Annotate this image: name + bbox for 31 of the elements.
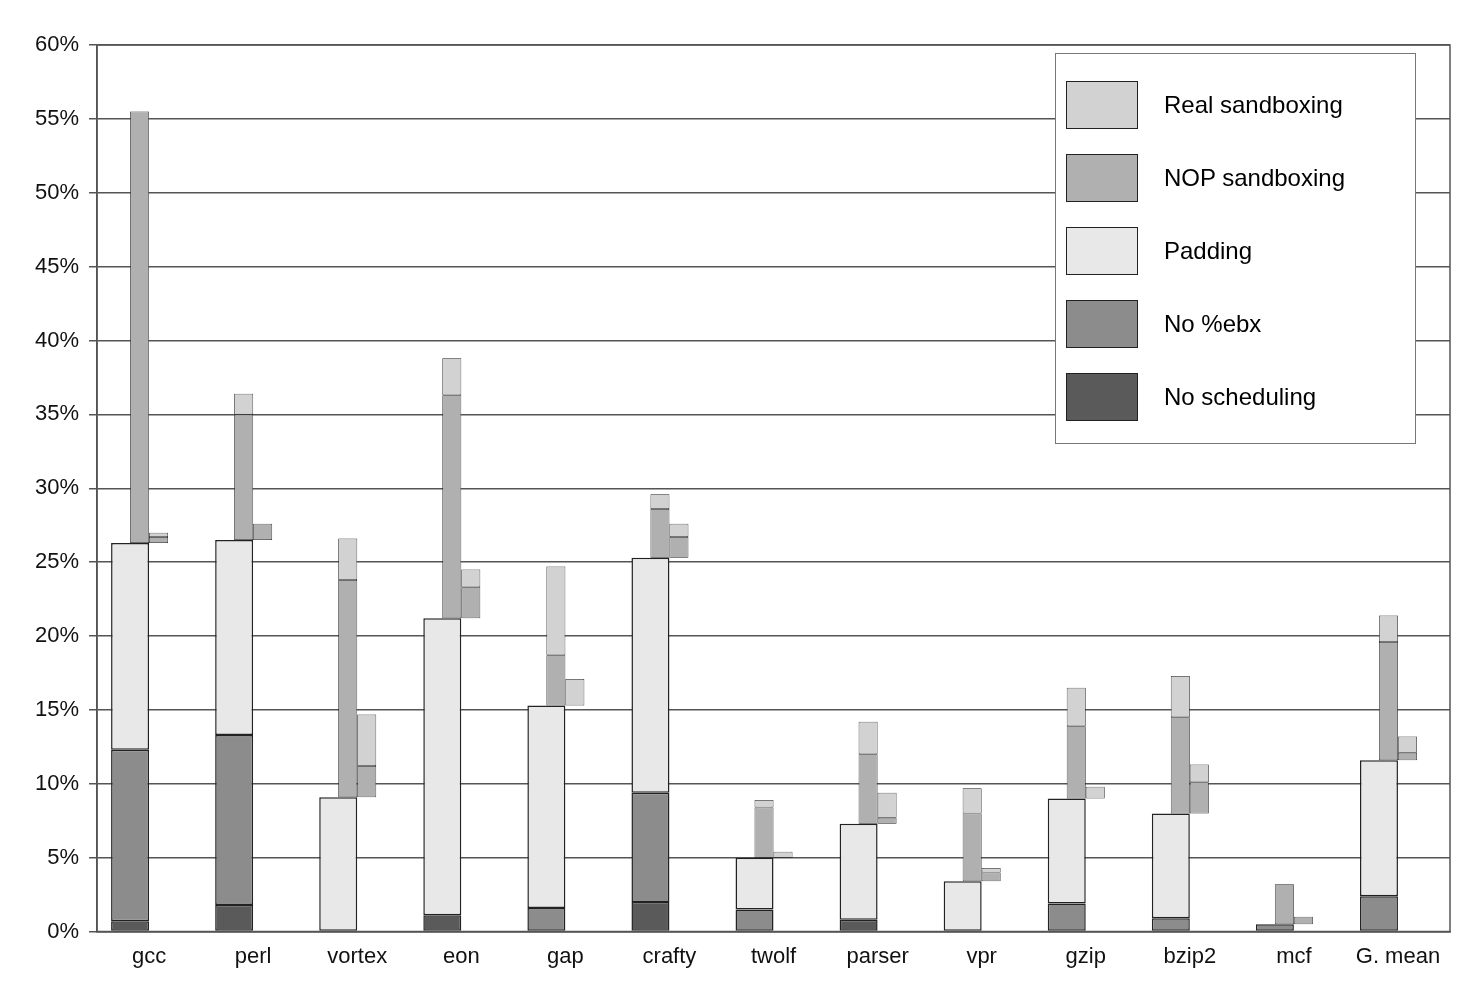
legend-label: Padding xyxy=(1163,236,1253,265)
x-tick-label: mcf xyxy=(1276,942,1313,968)
x-tick-label: gcc xyxy=(131,942,167,968)
y-tick-label: 5% xyxy=(47,843,80,869)
legend-label: NOP sandboxing xyxy=(1163,163,1345,192)
y-tick-label: 15% xyxy=(34,696,80,722)
legend-label: No %ebx xyxy=(1163,309,1262,338)
x-tick-label: twolf xyxy=(750,942,798,968)
y-tick-label: 20% xyxy=(34,622,80,648)
y-tick-label: 50% xyxy=(34,178,80,204)
y-tick-label: 25% xyxy=(34,548,80,574)
y-tick-label: 45% xyxy=(34,252,80,278)
legend-label: Real sandboxing xyxy=(1163,90,1343,119)
x-tick-label: crafty xyxy=(642,942,697,968)
x-tick-label: vortex xyxy=(327,942,388,968)
x-tick-label: perl xyxy=(234,942,272,968)
y-tick-label: 10% xyxy=(34,769,80,795)
y-tick-label: 0% xyxy=(47,917,80,943)
x-tick-label: parser xyxy=(846,942,909,968)
x-tick-label: eon xyxy=(442,942,480,968)
x-tick-label: gap xyxy=(547,942,584,968)
y-tick-label: 30% xyxy=(34,474,80,500)
y-tick-label: 40% xyxy=(34,326,80,352)
y-tick-label: 55% xyxy=(34,104,80,130)
x-tick-label: vpr xyxy=(966,942,997,968)
x-tick-label: gzip xyxy=(1065,942,1106,968)
legend-label: No scheduling xyxy=(1163,382,1317,411)
x-tick-label: bzip2 xyxy=(1163,942,1217,968)
y-tick-label: 35% xyxy=(34,400,80,426)
y-tick-label: 60% xyxy=(34,31,80,57)
x-tick-label: G. mean xyxy=(1355,942,1441,968)
